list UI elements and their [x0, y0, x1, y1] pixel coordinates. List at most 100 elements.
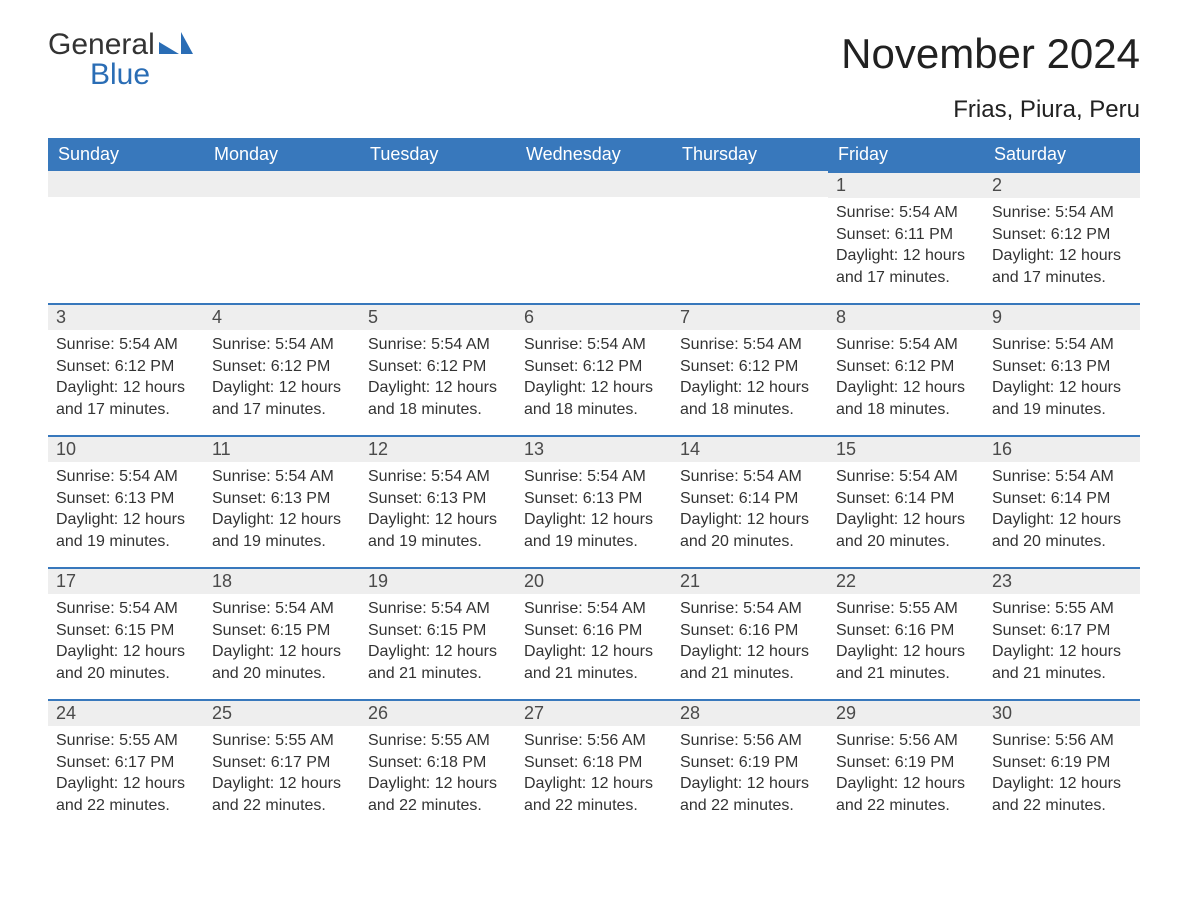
sunset-text: Sunset: 6:13 PM	[368, 488, 508, 510]
day-cell: 7Sunrise: 5:54 AMSunset: 6:12 PMDaylight…	[672, 303, 828, 435]
sunrise-text: Sunrise: 5:54 AM	[524, 466, 664, 488]
sunset-text: Sunset: 6:18 PM	[524, 752, 664, 774]
daylight2-text: and 18 minutes.	[836, 399, 976, 421]
day-number: 26	[360, 699, 516, 726]
daylight1-text: Daylight: 12 hours	[680, 641, 820, 663]
daylight2-text: and 21 minutes.	[680, 663, 820, 685]
day-number: 14	[672, 435, 828, 462]
sunrise-text: Sunrise: 5:56 AM	[680, 730, 820, 752]
sunrise-text: Sunrise: 5:55 AM	[992, 598, 1132, 620]
daylight2-text: and 22 minutes.	[680, 795, 820, 817]
day-cell: 6Sunrise: 5:54 AMSunset: 6:12 PMDaylight…	[516, 303, 672, 435]
sunset-text: Sunset: 6:17 PM	[212, 752, 352, 774]
sunset-text: Sunset: 6:17 PM	[56, 752, 196, 774]
empty-day-header	[48, 171, 204, 197]
daylight1-text: Daylight: 12 hours	[680, 377, 820, 399]
sunrise-text: Sunrise: 5:54 AM	[368, 466, 508, 488]
page-title: November 2024	[841, 30, 1140, 78]
day-number: 23	[984, 567, 1140, 594]
daylight2-text: and 17 minutes.	[56, 399, 196, 421]
daylight1-text: Daylight: 12 hours	[212, 641, 352, 663]
day-body: Sunrise: 5:54 AMSunset: 6:15 PMDaylight:…	[360, 594, 516, 688]
empty-day-header	[516, 171, 672, 197]
day-body: Sunrise: 5:54 AMSunset: 6:14 PMDaylight:…	[984, 462, 1140, 556]
daylight1-text: Daylight: 12 hours	[368, 641, 508, 663]
daylight2-text: and 19 minutes.	[524, 531, 664, 553]
day-cell: 2Sunrise: 5:54 AMSunset: 6:12 PMDaylight…	[984, 171, 1140, 303]
day-cell: 5Sunrise: 5:54 AMSunset: 6:12 PMDaylight…	[360, 303, 516, 435]
day-number: 13	[516, 435, 672, 462]
day-number: 11	[204, 435, 360, 462]
daylight2-text: and 19 minutes.	[56, 531, 196, 553]
day-number: 17	[48, 567, 204, 594]
day-cell: 10Sunrise: 5:54 AMSunset: 6:13 PMDayligh…	[48, 435, 204, 567]
daylight2-text: and 22 minutes.	[992, 795, 1132, 817]
sunrise-text: Sunrise: 5:54 AM	[836, 466, 976, 488]
day-number: 24	[48, 699, 204, 726]
sunset-text: Sunset: 6:19 PM	[836, 752, 976, 774]
day-body: Sunrise: 5:54 AMSunset: 6:14 PMDaylight:…	[828, 462, 984, 556]
sunset-text: Sunset: 6:12 PM	[56, 356, 196, 378]
day-cell: 25Sunrise: 5:55 AMSunset: 6:17 PMDayligh…	[204, 699, 360, 831]
day-header: Sunday	[48, 138, 204, 171]
day-cell: 18Sunrise: 5:54 AMSunset: 6:15 PMDayligh…	[204, 567, 360, 699]
day-body: Sunrise: 5:54 AMSunset: 6:12 PMDaylight:…	[516, 330, 672, 424]
daylight2-text: and 21 minutes.	[524, 663, 664, 685]
day-header: Friday	[828, 138, 984, 171]
day-number: 12	[360, 435, 516, 462]
daylight2-text: and 21 minutes.	[836, 663, 976, 685]
daylight1-text: Daylight: 12 hours	[524, 377, 664, 399]
sunrise-text: Sunrise: 5:54 AM	[836, 334, 976, 356]
day-cell: 13Sunrise: 5:54 AMSunset: 6:13 PMDayligh…	[516, 435, 672, 567]
sunrise-text: Sunrise: 5:54 AM	[212, 466, 352, 488]
daylight1-text: Daylight: 12 hours	[992, 641, 1132, 663]
day-body: Sunrise: 5:55 AMSunset: 6:18 PMDaylight:…	[360, 726, 516, 820]
sunrise-text: Sunrise: 5:54 AM	[992, 466, 1132, 488]
day-number: 4	[204, 303, 360, 330]
daylight1-text: Daylight: 12 hours	[992, 245, 1132, 267]
sunrise-text: Sunrise: 5:54 AM	[836, 202, 976, 224]
day-body: Sunrise: 5:55 AMSunset: 6:17 PMDaylight:…	[204, 726, 360, 820]
daylight1-text: Daylight: 12 hours	[836, 377, 976, 399]
daylight2-text: and 20 minutes.	[836, 531, 976, 553]
daylight1-text: Daylight: 12 hours	[524, 509, 664, 531]
header: General Blue November 2024	[48, 30, 1140, 90]
sunrise-text: Sunrise: 5:55 AM	[836, 598, 976, 620]
sunset-text: Sunset: 6:12 PM	[524, 356, 664, 378]
day-number: 15	[828, 435, 984, 462]
day-cell: 1Sunrise: 5:54 AMSunset: 6:11 PMDaylight…	[828, 171, 984, 303]
day-cell: 8Sunrise: 5:54 AMSunset: 6:12 PMDaylight…	[828, 303, 984, 435]
day-number: 20	[516, 567, 672, 594]
daylight2-text: and 18 minutes.	[368, 399, 508, 421]
daylight2-text: and 22 minutes.	[368, 795, 508, 817]
week-row: 24Sunrise: 5:55 AMSunset: 6:17 PMDayligh…	[48, 699, 1140, 831]
daylight2-text: and 17 minutes.	[212, 399, 352, 421]
day-body: Sunrise: 5:55 AMSunset: 6:17 PMDaylight:…	[48, 726, 204, 820]
day-cell: 28Sunrise: 5:56 AMSunset: 6:19 PMDayligh…	[672, 699, 828, 831]
sunset-text: Sunset: 6:14 PM	[992, 488, 1132, 510]
day-body: Sunrise: 5:54 AMSunset: 6:13 PMDaylight:…	[984, 330, 1140, 424]
sunset-text: Sunset: 6:15 PM	[212, 620, 352, 642]
daylight1-text: Daylight: 12 hours	[836, 773, 976, 795]
daylight1-text: Daylight: 12 hours	[212, 377, 352, 399]
sunrise-text: Sunrise: 5:54 AM	[524, 598, 664, 620]
day-number: 25	[204, 699, 360, 726]
sunrise-text: Sunrise: 5:56 AM	[992, 730, 1132, 752]
empty-day-header	[360, 171, 516, 197]
empty-day-header	[204, 171, 360, 197]
day-cell: 3Sunrise: 5:54 AMSunset: 6:12 PMDaylight…	[48, 303, 204, 435]
day-number: 30	[984, 699, 1140, 726]
day-number: 16	[984, 435, 1140, 462]
sunset-text: Sunset: 6:13 PM	[212, 488, 352, 510]
sunrise-text: Sunrise: 5:55 AM	[212, 730, 352, 752]
day-headers-row: SundayMondayTuesdayWednesdayThursdayFrid…	[48, 138, 1140, 171]
day-number: 8	[828, 303, 984, 330]
day-cell: 16Sunrise: 5:54 AMSunset: 6:14 PMDayligh…	[984, 435, 1140, 567]
day-number: 19	[360, 567, 516, 594]
day-number: 7	[672, 303, 828, 330]
sunset-text: Sunset: 6:12 PM	[992, 224, 1132, 246]
sunrise-text: Sunrise: 5:54 AM	[56, 466, 196, 488]
day-cell: 14Sunrise: 5:54 AMSunset: 6:14 PMDayligh…	[672, 435, 828, 567]
sunset-text: Sunset: 6:16 PM	[524, 620, 664, 642]
day-cell: 12Sunrise: 5:54 AMSunset: 6:13 PMDayligh…	[360, 435, 516, 567]
